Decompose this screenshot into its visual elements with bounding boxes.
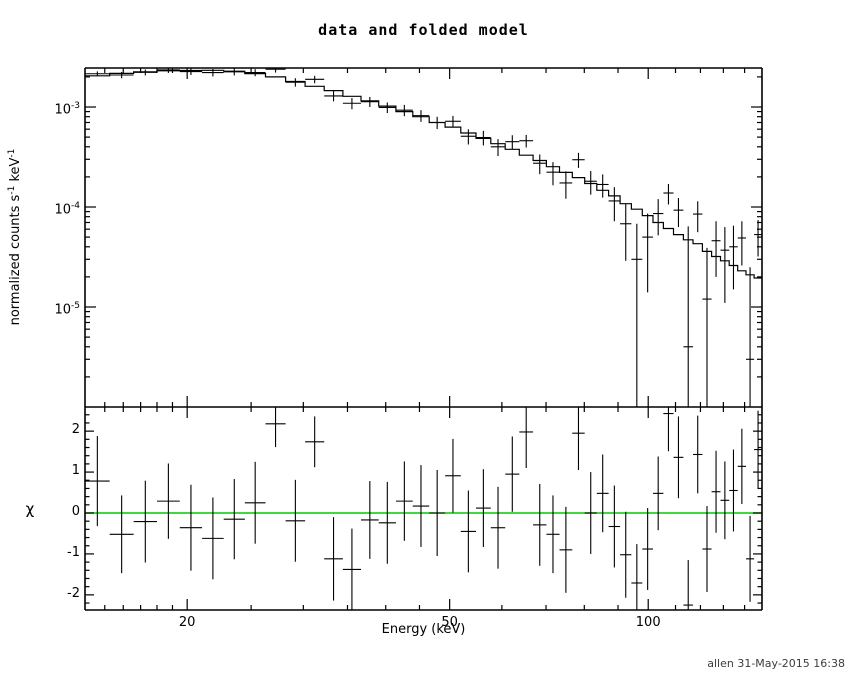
chi-tick-label: -1 bbox=[67, 544, 80, 560]
chi-tick-label: 1 bbox=[71, 463, 80, 479]
model-step-line bbox=[85, 69, 762, 279]
residual-error-bars bbox=[85, 407, 762, 610]
chi-tick-label: -2 bbox=[67, 585, 80, 601]
y-tick-label: 10-4 bbox=[54, 201, 80, 218]
chi-axis-label: χ bbox=[25, 500, 35, 518]
chi-tick-label: 0 bbox=[71, 504, 80, 519]
y-tick-label: 10-5 bbox=[54, 301, 80, 318]
x-tick-label: 100 bbox=[635, 615, 661, 630]
data-error-bars bbox=[85, 68, 762, 407]
timestamp: allen 31-May-2015 16:38 bbox=[707, 657, 845, 670]
x-tick-label: 50 bbox=[441, 615, 458, 630]
axis-ticks bbox=[85, 68, 762, 610]
y-tick-label: 10-3 bbox=[54, 101, 80, 118]
x-axis-label: Energy (keV) bbox=[381, 622, 466, 637]
x-tick-label: 20 bbox=[178, 615, 196, 630]
chi-tick-label: 2 bbox=[71, 422, 80, 438]
plot-title: data and folded model bbox=[318, 21, 529, 39]
